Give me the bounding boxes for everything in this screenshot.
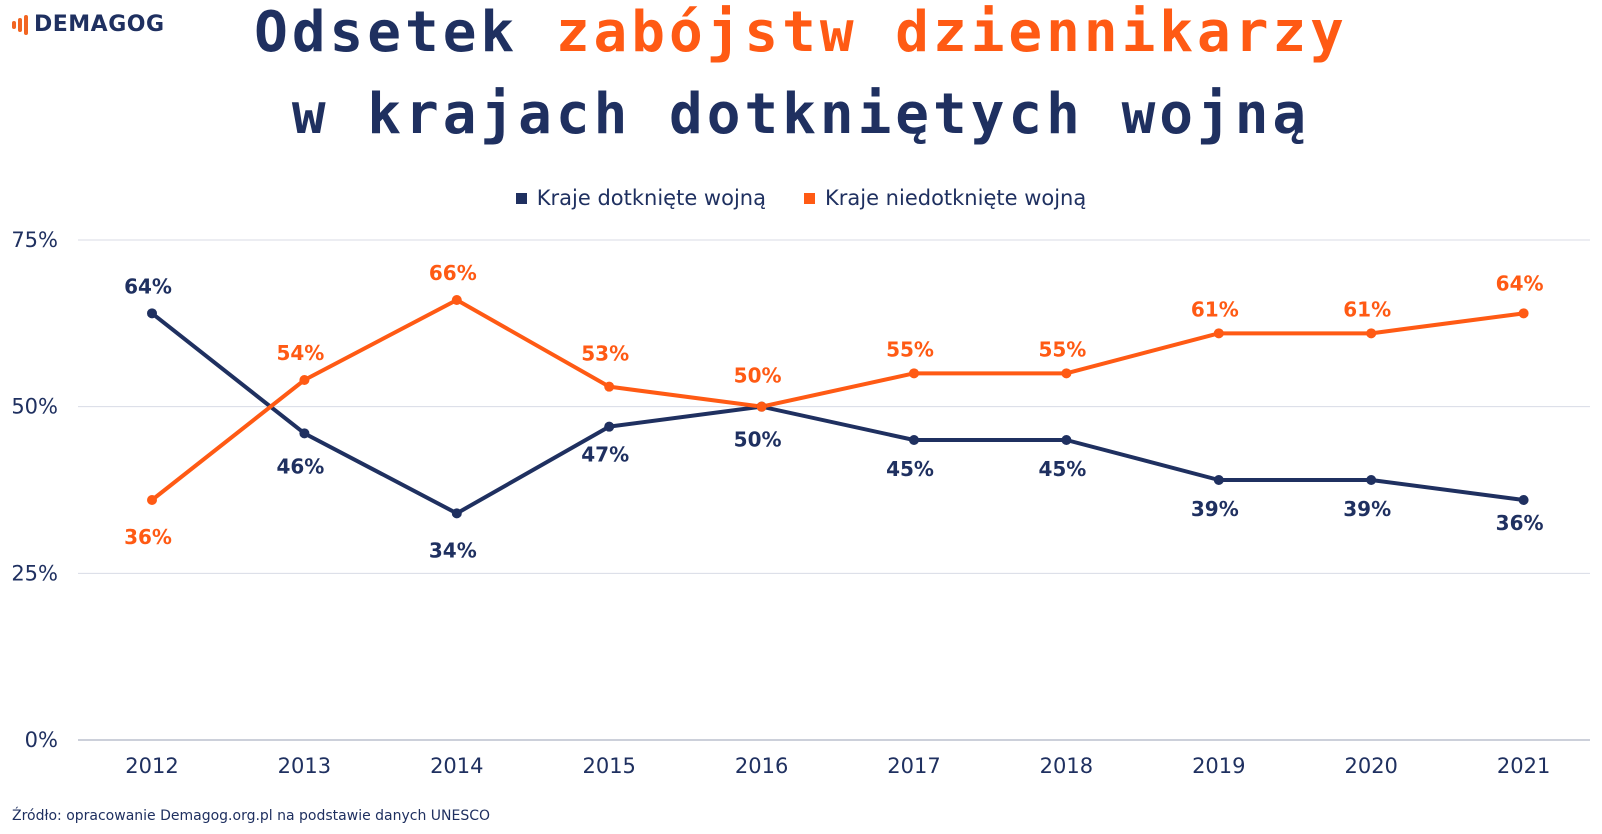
legend-swatch-war	[515, 192, 527, 204]
data-point-no-war	[147, 495, 157, 505]
data-point-war	[604, 421, 615, 432]
data-label-no-war: 55%	[1038, 337, 1086, 361]
data-point-war	[1518, 495, 1529, 505]
data-point-war	[1366, 475, 1377, 485]
series-line-no-war	[150, 298, 1526, 502]
chart-title-line-2: w krajach dotkniętych wojną	[291, 82, 1311, 147]
brand-logo: DEMAGOG	[12, 12, 165, 37]
data-point-war	[909, 435, 919, 445]
data-label-war: 45%	[886, 457, 934, 481]
data-label-war: 39%	[1343, 497, 1391, 521]
data-point-no-war	[1061, 368, 1072, 379]
data-point-no-war	[756, 401, 767, 412]
data-point-war	[147, 308, 157, 319]
data-label-no-war: 50%	[734, 364, 782, 388]
data-point-war	[451, 508, 462, 519]
data-label-no-war: 53%	[581, 342, 629, 366]
x-tick-label: 2012	[125, 754, 178, 778]
title-prefix: Odsetek	[254, 0, 556, 65]
data-label-war: 46%	[276, 454, 324, 478]
x-tick-label: 2018	[1040, 754, 1093, 778]
data-label-no-war: 61%	[1191, 297, 1239, 321]
legend-item-war: Kraje dotknięte wojną	[515, 186, 766, 210]
y-tick-label: 25%	[11, 561, 58, 585]
sound-wave-icon	[12, 13, 28, 37]
data-point-no-war	[1366, 328, 1377, 339]
data-point-no-war	[299, 375, 310, 385]
data-label-no-war: 54%	[276, 341, 324, 365]
y-tick-label: 75%	[11, 228, 58, 252]
x-tick-label: 2021	[1497, 754, 1550, 778]
legend-item-no-war: Kraje niedotknięte wojną	[803, 186, 1087, 210]
title-highlight: zabójstw dziennikarzy	[555, 0, 1348, 65]
data-label-war: 34%	[429, 538, 477, 562]
data-point-no-war	[1213, 328, 1224, 339]
legend-swatch-no-war	[803, 192, 815, 204]
logo-text: DEMAGOG	[34, 12, 165, 37]
data-label-no-war: 36%	[124, 525, 172, 549]
legend-label-no-war: Kraje niedotknięte wojną	[824, 186, 1087, 210]
data-point-war	[1061, 435, 1072, 445]
data-label-war: 45%	[1038, 457, 1086, 481]
chart-legend: Kraje dotknięte wojną Kraje niedotknięte…	[0, 186, 1602, 210]
source-note: Źródło: opracowanie Demagog.org.pl na po…	[12, 808, 491, 824]
data-point-no-war	[451, 295, 462, 305]
chart-title-line-1: Odsetek zabójstw dziennikarzy	[0, 0, 1602, 65]
series-line-war	[150, 311, 1526, 516]
y-tick-label: 50%	[11, 395, 58, 419]
data-label-no-war: 55%	[886, 337, 934, 361]
x-tick-label: 2013	[278, 754, 331, 778]
data-point-war	[299, 428, 310, 439]
data-point-no-war	[604, 381, 615, 392]
x-tick-label: 2015	[582, 754, 635, 778]
data-label-war: 50%	[734, 428, 782, 452]
data-label-war: 39%	[1191, 497, 1239, 521]
data-label-no-war: 61%	[1343, 297, 1391, 321]
x-tick-label: 2014	[430, 754, 483, 778]
legend-label-war: Kraje dotknięte wojną	[536, 186, 766, 210]
data-label-war: 47%	[581, 443, 629, 467]
data-point-no-war	[909, 368, 919, 379]
x-tick-label: 2020	[1344, 754, 1397, 778]
data-label-no-war: 64%	[1496, 271, 1544, 295]
y-tick-label: 0%	[25, 728, 58, 752]
data-label-war: 36%	[1496, 511, 1544, 535]
data-point-no-war	[1518, 308, 1529, 319]
x-tick-label: 2019	[1192, 754, 1245, 778]
data-label-no-war: 66%	[429, 261, 477, 285]
data-point-war	[1213, 475, 1224, 485]
x-tick-label: 2017	[887, 754, 940, 778]
x-tick-label: 2016	[735, 754, 788, 778]
data-label-war: 64%	[124, 274, 172, 298]
